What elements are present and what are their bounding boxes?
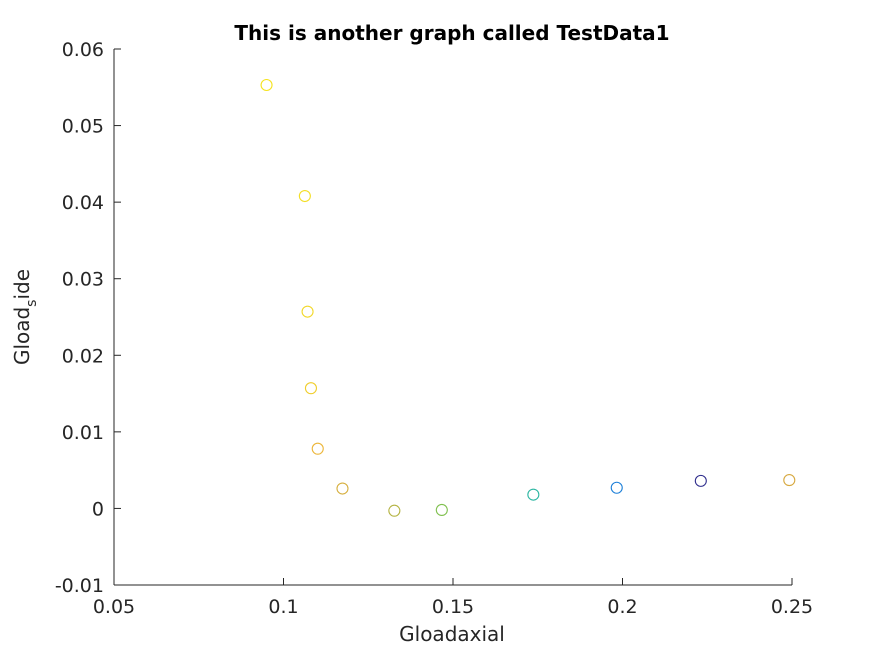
x-tick-label: 0.2 (607, 596, 637, 618)
data-point (694, 474, 707, 487)
data-point (435, 503, 448, 517)
data-point (527, 488, 540, 501)
data-point (311, 442, 324, 455)
x-tick-label: 0.15 (432, 596, 474, 618)
ticks: 0.05 0.1 0.15 0.2 0.25 -0.01 0 0.01 0.02 0.03 0.04… (55, 39, 813, 618)
y-tick-label: 0.05 (62, 116, 104, 138)
y-axis-title-subscript: s (24, 300, 40, 307)
chart-title: This is another graph called TestData1 (234, 21, 669, 45)
data-point (301, 305, 314, 318)
y-axis-title-main: Gload (10, 307, 34, 365)
data-point (260, 78, 273, 92)
y-tick-label: 0.01 (62, 422, 104, 444)
y-axis-title-rest: ide (10, 269, 34, 300)
data-point (298, 189, 311, 203)
y-tick-label: 0.03 (62, 269, 104, 291)
x-axis-title: Gloadaxial (399, 622, 505, 646)
y-tick-label: 0.06 (62, 39, 104, 61)
data-point (388, 504, 401, 517)
y-tick-label: 0.02 (62, 345, 104, 367)
data-point (610, 481, 623, 494)
data-points (260, 78, 796, 517)
axes (113, 49, 792, 586)
data-point (783, 474, 796, 487)
data-point (304, 382, 318, 395)
x-tick-label: 0.1 (268, 596, 298, 618)
x-tick-label: 0.05 (93, 596, 135, 618)
x-tick-label: 0.25 (771, 596, 813, 618)
y-tick-label: -0.01 (55, 575, 104, 597)
data-point (336, 482, 349, 495)
y-axis-title: Gloadside (10, 269, 40, 365)
y-tick-label: 0.04 (62, 192, 104, 214)
y-tick-label: 0 (92, 498, 104, 520)
